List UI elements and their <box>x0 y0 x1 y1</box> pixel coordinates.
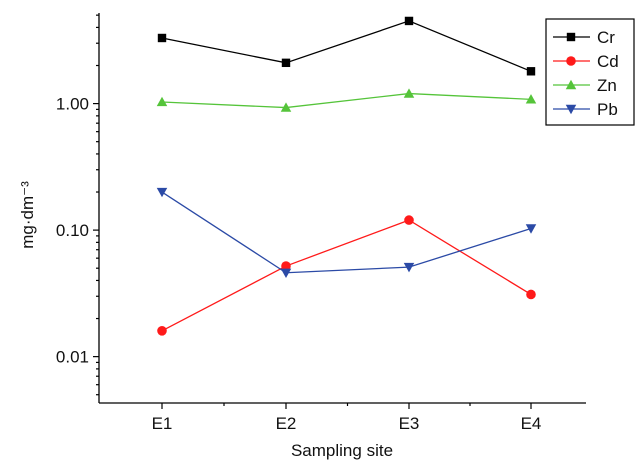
y-axis-title: mg·dm⁻³ <box>18 181 37 249</box>
legend: Cr Cd Zn Pb <box>545 18 635 126</box>
data-point-pb <box>403 262 415 273</box>
data-point-cd <box>526 289 536 300</box>
data-point-pb <box>156 187 168 198</box>
data-point-cd <box>157 326 167 336</box>
legend-label: Cr <box>597 28 615 47</box>
data-point-zn <box>156 96 168 107</box>
legend-item-pb: Pb <box>553 100 618 119</box>
y-ticks: 0.01 0.10 1.00 <box>56 14 99 396</box>
data-point-cd <box>404 215 414 225</box>
series-line-cr <box>161 20 532 72</box>
data-point-pb <box>525 224 537 234</box>
legend-item-zn: Zn <box>553 76 617 95</box>
legend-label: Cd <box>597 52 619 71</box>
series-line-cd <box>161 219 532 332</box>
legend-marker <box>566 56 576 66</box>
axes <box>98 13 586 404</box>
data-point-zn <box>280 102 292 112</box>
x-tick-label: E2 <box>276 414 297 433</box>
y-tick-label: 0.10 <box>56 221 89 240</box>
legend-label: Zn <box>597 76 617 95</box>
y-tick-label: 1.00 <box>56 95 89 114</box>
x-tick-label: E3 <box>399 414 420 433</box>
series-line-pb <box>161 191 532 274</box>
series-cr <box>157 16 536 76</box>
data-point-cr <box>157 33 167 43</box>
legend-marker <box>565 79 577 90</box>
data-point-cr <box>281 58 291 68</box>
series-line-zn <box>161 92 532 109</box>
legend-marker <box>565 104 577 115</box>
y-tick-label: 0.01 <box>56 348 89 367</box>
legend-label: Pb <box>597 100 618 119</box>
series-cd <box>157 215 536 336</box>
x-axis-title: Sampling site <box>291 441 393 460</box>
data-point-zn <box>403 88 415 98</box>
x-tick-label: E4 <box>521 414 542 433</box>
x-tick-label: E1 <box>152 414 173 433</box>
x-ticks: E1 E2 E3 E4 <box>152 403 542 433</box>
data-point-cr <box>404 16 414 26</box>
legend-item-cr: Cr <box>553 28 615 47</box>
series-zn <box>156 88 537 112</box>
legend-item-cd: Cd <box>553 52 619 71</box>
series-pb <box>156 187 537 279</box>
legend-marker <box>566 32 576 42</box>
data-point-pb <box>280 268 292 279</box>
data-point-cd <box>281 261 291 271</box>
series-layer <box>156 16 537 336</box>
data-point-cr <box>526 67 536 76</box>
data-point-zn <box>525 94 537 104</box>
